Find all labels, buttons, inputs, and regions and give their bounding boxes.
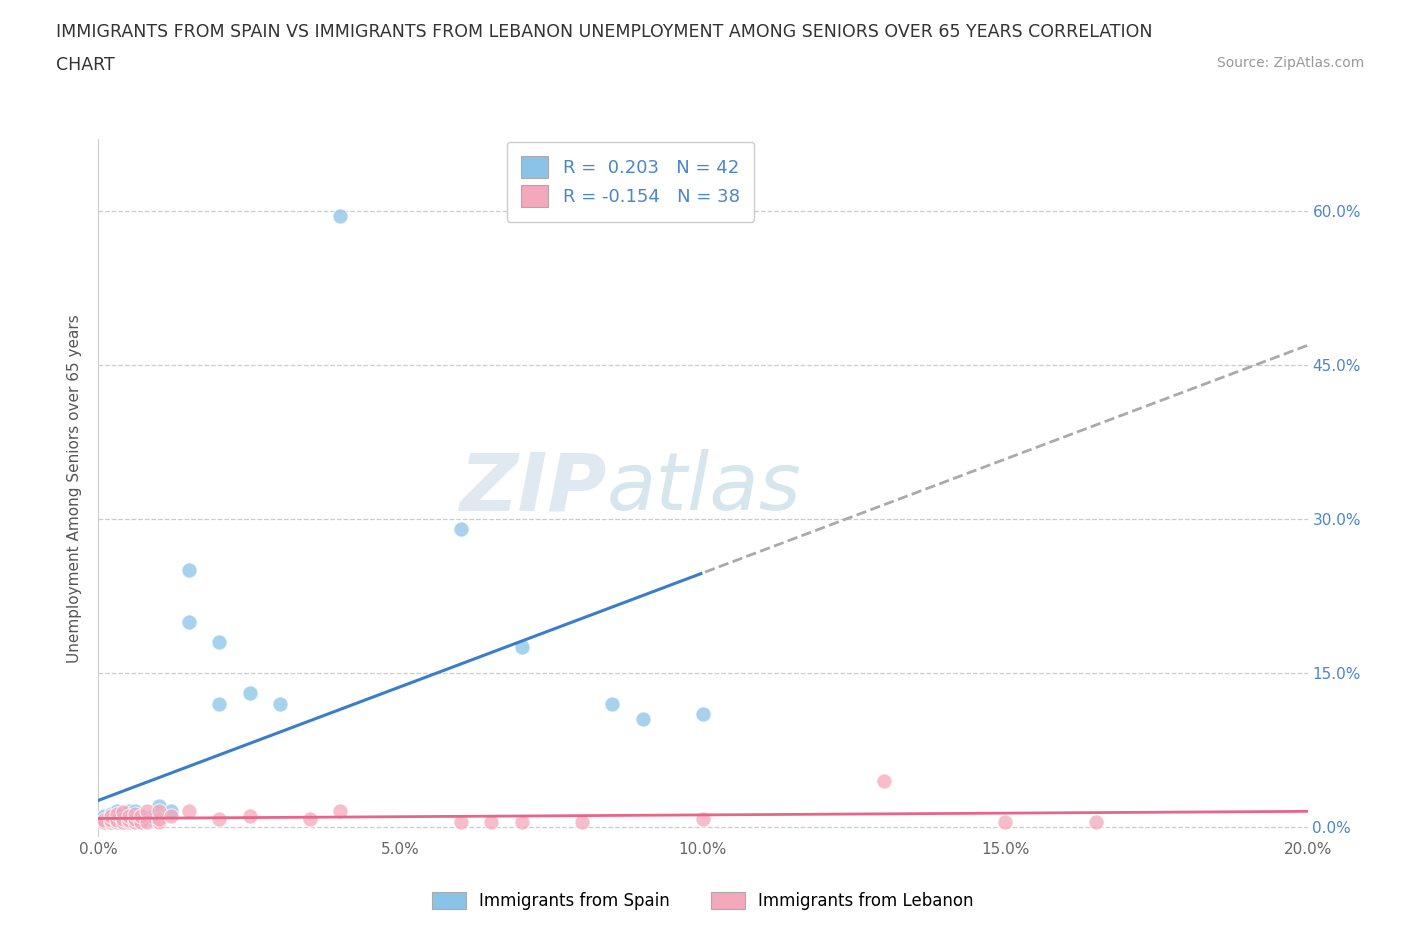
Point (105, 814, 128, 829)
Point (100, 814, 122, 829)
Point (118, 809, 141, 824)
Legend: Immigrants from Spain, Immigrants from Lebanon: Immigrants from Spain, Immigrants from L… (426, 885, 980, 917)
Point (118, 809, 141, 824)
Text: IMMIGRANTS FROM SPAIN VS IMMIGRANTS FROM LEBANON UNEMPLOYMENT AMONG SENIORS OVER: IMMIGRANTS FROM SPAIN VS IMMIGRANTS FROM… (56, 23, 1153, 41)
Point (118, 812, 141, 827)
Point (105, 811, 128, 826)
Point (100, 814, 122, 829)
Point (100, 807, 122, 822)
Point (135, 811, 157, 826)
Point (208, 697, 231, 711)
Point (111, 811, 134, 826)
Point (93, 814, 115, 829)
Point (105, 807, 128, 822)
Point (1085, 814, 1108, 829)
Point (239, 809, 262, 824)
Point (124, 811, 146, 826)
Point (105, 804, 128, 818)
Point (208, 634, 231, 649)
Point (692, 811, 714, 826)
Point (105, 814, 128, 829)
Point (100, 812, 122, 827)
Point (994, 814, 1017, 829)
Legend: R =  0.203   N = 42, R = -0.154   N = 38: R = 0.203 N = 42, R = -0.154 N = 38 (506, 141, 754, 221)
Point (179, 804, 201, 818)
Point (148, 804, 170, 818)
Point (118, 811, 141, 826)
Point (105, 809, 128, 824)
Point (124, 809, 146, 824)
Point (93, 809, 115, 824)
Point (208, 811, 231, 826)
Point (135, 814, 157, 829)
Point (124, 807, 146, 822)
Point (179, 614, 201, 629)
Point (118, 804, 141, 818)
Point (481, 814, 503, 829)
Point (129, 809, 152, 824)
Point (299, 811, 322, 826)
Point (100, 812, 122, 827)
Point (450, 522, 472, 537)
Point (124, 812, 146, 827)
Point (692, 707, 714, 722)
Point (111, 805, 134, 820)
Point (631, 711, 654, 726)
Point (111, 814, 134, 829)
Point (160, 804, 183, 818)
Text: atlas: atlas (606, 449, 801, 527)
Point (124, 814, 146, 829)
Point (118, 812, 141, 827)
Point (510, 640, 533, 655)
Point (93, 814, 115, 829)
Point (111, 809, 134, 824)
Point (129, 814, 152, 829)
Point (450, 814, 472, 829)
Point (329, 209, 352, 224)
Point (129, 814, 152, 829)
Point (873, 773, 896, 788)
Text: Source: ZipAtlas.com: Source: ZipAtlas.com (1216, 56, 1364, 70)
Point (148, 811, 170, 826)
Point (111, 812, 134, 827)
Point (124, 814, 146, 829)
Point (160, 809, 183, 824)
Point (135, 804, 157, 818)
Point (179, 563, 201, 578)
Point (602, 697, 624, 711)
Point (142, 809, 165, 824)
Point (148, 814, 170, 829)
Text: ZIP: ZIP (458, 449, 606, 527)
Point (148, 799, 170, 814)
Point (111, 807, 134, 822)
Text: CHART: CHART (56, 56, 115, 73)
Point (118, 813, 141, 828)
Point (105, 813, 128, 828)
Point (269, 697, 291, 711)
Point (93, 812, 115, 827)
Point (105, 812, 128, 827)
Point (100, 809, 122, 824)
Point (111, 814, 134, 829)
Point (118, 814, 141, 829)
Point (239, 686, 262, 701)
Y-axis label: Unemployment Among Seniors over 65 years: Unemployment Among Seniors over 65 years (67, 314, 83, 662)
Point (124, 804, 146, 818)
Point (129, 809, 152, 824)
Point (571, 814, 593, 829)
Point (118, 814, 141, 829)
Point (510, 814, 533, 829)
Point (329, 804, 352, 818)
